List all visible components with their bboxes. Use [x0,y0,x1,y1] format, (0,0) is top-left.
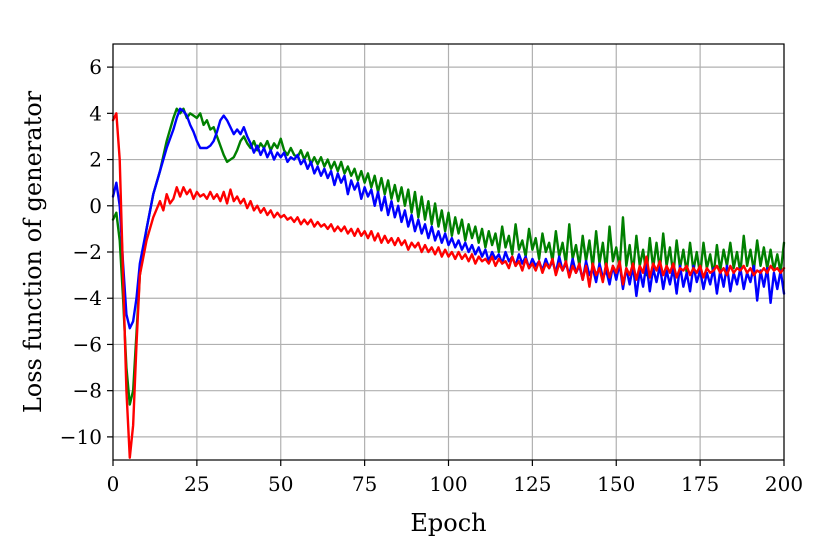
y-tick-label: 4 [89,101,102,125]
axis-ticks: 0 25 50 75 100 125 150 175 200 6 4 2 0 −2 −4 −6 −8 −10 [60,55,803,496]
x-tick-label: 75 [352,472,377,496]
series-line-1 [111,107,786,406]
x-tick-label: 125 [513,472,551,496]
y-tick-label: 0 [89,194,102,218]
x-tick-label: 200 [765,472,803,496]
x-tick-label: 0 [107,472,120,496]
x-axis-title: Epoch [410,509,486,537]
x-tick-label: 50 [268,472,293,496]
series-line-2 [111,107,786,330]
y-tick-label: −10 [60,425,102,449]
x-tick-label: 150 [597,472,635,496]
y-tick-label: 2 [89,148,102,172]
y-tick-label: −6 [73,332,102,356]
series-lines [111,107,786,459]
y-tick-label: 6 [89,55,102,79]
y-tick-label: −8 [73,379,102,403]
x-tick-label: 175 [681,472,719,496]
series-line-3 [111,112,786,459]
y-tick-label: −4 [73,286,102,310]
y-tick-label: −2 [73,240,102,264]
x-tick-label: 25 [184,472,209,496]
x-tick-label: 100 [429,472,467,496]
y-axis-title: Loss function of generator [19,90,47,413]
